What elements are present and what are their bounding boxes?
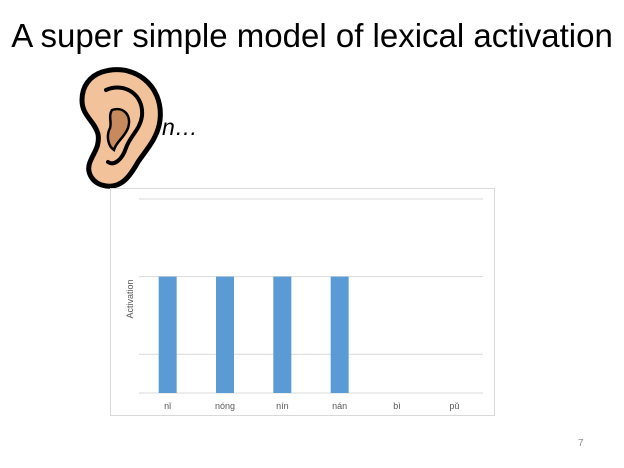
chart-x-tick-labels: nǐ nóng nín nán bì pǔ xyxy=(164,401,459,411)
bar-3 xyxy=(330,276,349,393)
activation-chart: nǐ nóng nín nán bì pǔ Activation xyxy=(110,188,495,416)
chart-svg: nǐ nóng nín nán bì pǔ Activation xyxy=(125,198,483,411)
ear-icon xyxy=(79,67,163,189)
x-tick-label-2: nín xyxy=(276,401,289,411)
slide-title: A super simple model of lexical activati… xyxy=(11,17,613,54)
x-tick-label-5: pǔ xyxy=(449,401,459,411)
x-tick-label-1: nóng xyxy=(215,401,235,411)
bar-1 xyxy=(216,276,234,393)
page-number: 7 xyxy=(578,438,584,449)
chart-bars xyxy=(158,276,349,393)
bar-2 xyxy=(273,276,292,393)
spoken-input-text: n… xyxy=(162,114,198,140)
bar-0 xyxy=(158,276,177,393)
x-tick-label-0: nǐ xyxy=(164,401,172,411)
chart-gridlines xyxy=(139,198,483,394)
y-axis-label: Activation xyxy=(125,279,135,318)
x-tick-label-4: bì xyxy=(393,401,401,411)
x-tick-label-3: nán xyxy=(332,401,347,411)
